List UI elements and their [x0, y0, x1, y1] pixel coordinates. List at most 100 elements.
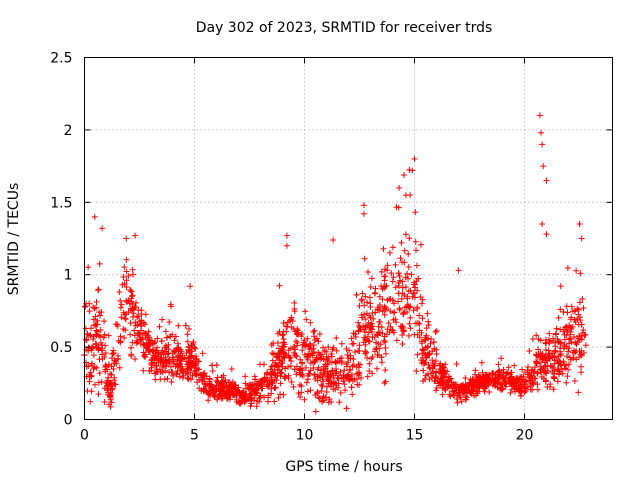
- data-point: [543, 346, 550, 353]
- data-point: [415, 275, 422, 282]
- data-point: [578, 321, 585, 328]
- data-point: [117, 333, 124, 340]
- data-point: [101, 331, 108, 338]
- data-point: [418, 300, 425, 307]
- data-point: [342, 387, 349, 394]
- data-point: [441, 385, 448, 392]
- data-point: [174, 356, 181, 363]
- data-point: [86, 344, 93, 351]
- data-point: [396, 305, 403, 312]
- data-point: [356, 302, 363, 309]
- data-point: [118, 314, 125, 321]
- data-point: [185, 355, 192, 362]
- data-point: [315, 364, 322, 371]
- data-point: [515, 385, 522, 392]
- data-point: [277, 391, 284, 398]
- data-point: [407, 325, 414, 332]
- data-point: [407, 314, 414, 321]
- data-point: [186, 349, 193, 356]
- data-point: [349, 341, 356, 348]
- data-point: [117, 304, 124, 311]
- data-point: [337, 389, 344, 396]
- data-point: [426, 365, 433, 372]
- data-point: [401, 291, 408, 298]
- data-point: [529, 335, 536, 342]
- data-point: [178, 348, 185, 355]
- data-point: [377, 341, 384, 348]
- data-point: [99, 342, 106, 349]
- data-point: [552, 331, 559, 338]
- data-point: [280, 336, 287, 343]
- x-tick-label: 0: [80, 428, 89, 444]
- data-point: [563, 353, 570, 360]
- data-point: [531, 364, 538, 371]
- data-point: [569, 349, 576, 356]
- data-point: [164, 375, 171, 382]
- data-point: [428, 370, 435, 377]
- data-point: [205, 391, 212, 398]
- data-point: [425, 322, 432, 329]
- data-point: [426, 364, 433, 371]
- data-point: [427, 340, 434, 347]
- data-point: [532, 375, 539, 382]
- data-point: [84, 331, 91, 338]
- data-point: [418, 329, 425, 336]
- data-point: [153, 347, 160, 354]
- x-tick-label: 10: [296, 428, 314, 444]
- data-point: [145, 348, 152, 355]
- data-point: [301, 341, 308, 348]
- data-point: [426, 376, 433, 383]
- data-point: [159, 364, 166, 371]
- data-point: [528, 372, 535, 379]
- data-point: [281, 350, 288, 357]
- data-point: [539, 141, 546, 148]
- data-point: [408, 271, 415, 278]
- data-point: [119, 281, 126, 288]
- data-point: [123, 235, 130, 242]
- data-point: [304, 356, 311, 363]
- data-point: [537, 337, 544, 344]
- data-point: [570, 334, 577, 341]
- data-point: [123, 268, 130, 275]
- data-point: [477, 373, 484, 380]
- data-point: [388, 270, 395, 277]
- data-point: [296, 381, 303, 388]
- data-point: [579, 295, 586, 302]
- data-point: [282, 375, 289, 382]
- data-point: [285, 364, 292, 371]
- data-point: [171, 348, 178, 355]
- data-point: [306, 340, 313, 347]
- data-point: [540, 375, 547, 382]
- data-point: [85, 363, 92, 370]
- data-point: [463, 394, 470, 401]
- data-point: [364, 269, 371, 276]
- data-point: [125, 272, 132, 279]
- data-point: [398, 239, 405, 246]
- data-point: [399, 331, 406, 338]
- data-point: [121, 264, 128, 271]
- data-point: [341, 367, 348, 374]
- data-point: [293, 371, 300, 378]
- data-point: [577, 317, 584, 324]
- data-point: [142, 311, 149, 318]
- data-point: [530, 368, 537, 375]
- data-point: [351, 349, 358, 356]
- data-point: [429, 348, 436, 355]
- data-point: [411, 155, 418, 162]
- data-point: [399, 340, 406, 347]
- data-point: [576, 347, 583, 354]
- data-point: [286, 317, 293, 324]
- data-point: [387, 296, 394, 303]
- data-point: [278, 349, 285, 356]
- data-point: [93, 298, 100, 305]
- data-point: [275, 345, 282, 352]
- data-point: [406, 235, 413, 242]
- data-point: [304, 335, 311, 342]
- data-point: [420, 378, 427, 385]
- data-point: [298, 389, 305, 396]
- data-point: [539, 221, 546, 228]
- data-point: [115, 356, 122, 363]
- data-point: [170, 358, 177, 365]
- data-point: [362, 316, 369, 323]
- data-point: [420, 367, 427, 374]
